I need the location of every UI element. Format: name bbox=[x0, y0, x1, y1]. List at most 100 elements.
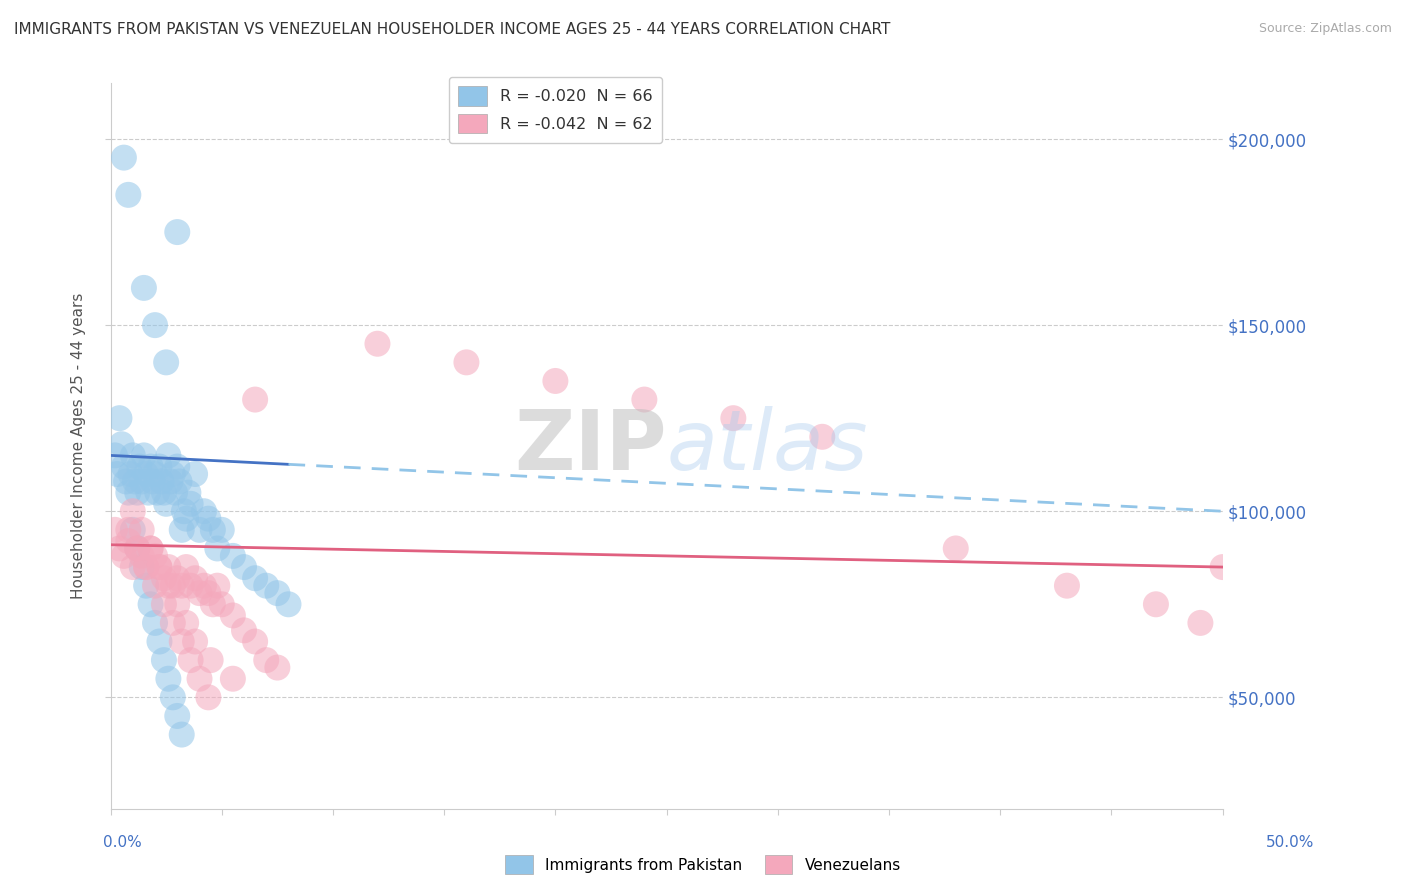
Point bbox=[174, 560, 197, 574]
Point bbox=[143, 318, 166, 332]
Point bbox=[197, 511, 219, 525]
Point bbox=[135, 560, 157, 574]
Point bbox=[811, 430, 834, 444]
Point bbox=[243, 634, 266, 648]
Point bbox=[143, 615, 166, 630]
Point bbox=[132, 281, 155, 295]
Point bbox=[170, 579, 193, 593]
Point bbox=[197, 690, 219, 705]
Point bbox=[188, 523, 211, 537]
Point bbox=[146, 485, 169, 500]
Point bbox=[277, 597, 299, 611]
Point bbox=[201, 597, 224, 611]
Point bbox=[131, 549, 153, 563]
Point bbox=[170, 634, 193, 648]
Point bbox=[180, 653, 202, 667]
Point bbox=[166, 709, 188, 723]
Point bbox=[150, 475, 173, 489]
Point bbox=[1056, 579, 1078, 593]
Text: atlas: atlas bbox=[666, 406, 869, 487]
Point bbox=[135, 560, 157, 574]
Point bbox=[121, 449, 143, 463]
Point bbox=[135, 579, 157, 593]
Point bbox=[222, 549, 245, 563]
Point bbox=[127, 485, 149, 500]
Point bbox=[121, 504, 143, 518]
Point bbox=[157, 579, 180, 593]
Point bbox=[170, 728, 193, 742]
Legend: R = -0.020  N = 66, R = -0.042  N = 62: R = -0.020 N = 66, R = -0.042 N = 62 bbox=[449, 77, 662, 143]
Point bbox=[633, 392, 655, 407]
Point bbox=[197, 586, 219, 600]
Point bbox=[159, 475, 181, 489]
Point bbox=[139, 541, 162, 556]
Point bbox=[139, 459, 162, 474]
Point bbox=[112, 549, 135, 563]
Point bbox=[135, 467, 157, 481]
Point bbox=[166, 571, 188, 585]
Point bbox=[121, 523, 143, 537]
Point bbox=[162, 615, 184, 630]
Point bbox=[117, 534, 139, 549]
Point bbox=[117, 523, 139, 537]
Point bbox=[233, 624, 256, 638]
Point bbox=[180, 579, 202, 593]
Point bbox=[155, 497, 177, 511]
Point bbox=[148, 560, 170, 574]
Point bbox=[128, 459, 150, 474]
Point bbox=[153, 653, 176, 667]
Point bbox=[108, 411, 131, 425]
Point bbox=[143, 549, 166, 563]
Point bbox=[166, 225, 188, 239]
Point bbox=[124, 475, 146, 489]
Point bbox=[1144, 597, 1167, 611]
Point bbox=[170, 523, 193, 537]
Point bbox=[184, 467, 207, 481]
Point bbox=[193, 504, 215, 518]
Point bbox=[148, 634, 170, 648]
Point bbox=[184, 571, 207, 585]
Point bbox=[157, 560, 180, 574]
Point bbox=[1189, 615, 1212, 630]
Point bbox=[166, 459, 188, 474]
Point bbox=[117, 485, 139, 500]
Y-axis label: Householder Income Ages 25 - 44 years: Householder Income Ages 25 - 44 years bbox=[72, 293, 86, 599]
Point bbox=[162, 467, 184, 481]
Point bbox=[180, 497, 202, 511]
Point bbox=[120, 467, 142, 481]
Legend: Immigrants from Pakistan, Venezuelans: Immigrants from Pakistan, Venezuelans bbox=[499, 849, 907, 880]
Point bbox=[193, 579, 215, 593]
Point bbox=[207, 579, 229, 593]
Point bbox=[211, 597, 233, 611]
Point bbox=[222, 672, 245, 686]
Point bbox=[456, 355, 478, 369]
Point bbox=[222, 608, 245, 623]
Text: 0.0%: 0.0% bbox=[103, 836, 142, 850]
Point bbox=[188, 586, 211, 600]
Point bbox=[105, 467, 128, 481]
Point bbox=[243, 571, 266, 585]
Point bbox=[138, 485, 160, 500]
Point bbox=[254, 653, 277, 667]
Point bbox=[153, 485, 176, 500]
Point bbox=[142, 475, 165, 489]
Point bbox=[131, 560, 153, 574]
Point bbox=[157, 449, 180, 463]
Point bbox=[108, 541, 131, 556]
Point bbox=[723, 411, 745, 425]
Text: Source: ZipAtlas.com: Source: ZipAtlas.com bbox=[1258, 22, 1392, 36]
Point bbox=[254, 579, 277, 593]
Point bbox=[127, 541, 149, 556]
Point bbox=[117, 187, 139, 202]
Point bbox=[366, 336, 388, 351]
Point bbox=[148, 459, 170, 474]
Point bbox=[174, 615, 197, 630]
Point bbox=[153, 597, 176, 611]
Point bbox=[127, 541, 149, 556]
Point bbox=[143, 467, 166, 481]
Point bbox=[200, 653, 222, 667]
Point bbox=[266, 660, 288, 674]
Point bbox=[132, 449, 155, 463]
Text: 50.0%: 50.0% bbox=[1267, 836, 1315, 850]
Point bbox=[266, 586, 288, 600]
